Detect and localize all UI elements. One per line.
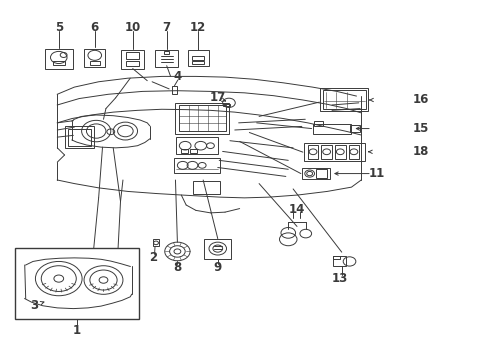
Bar: [193, 181, 220, 194]
Bar: [187, 50, 208, 66]
Text: 2: 2: [149, 251, 157, 264]
Bar: [15, 248, 139, 319]
Bar: [192, 61, 203, 64]
Bar: [125, 52, 139, 59]
Text: 13: 13: [330, 272, 347, 285]
Bar: [316, 169, 326, 178]
Bar: [164, 51, 169, 54]
Text: 17: 17: [209, 91, 225, 104]
Bar: [155, 50, 178, 67]
Bar: [307, 145, 318, 158]
Bar: [53, 62, 64, 65]
Bar: [176, 137, 217, 154]
Bar: [303, 143, 364, 161]
Bar: [190, 149, 197, 153]
Bar: [332, 256, 339, 258]
Text: 7: 7: [163, 21, 170, 33]
Text: 8: 8: [173, 261, 181, 274]
Bar: [45, 49, 73, 69]
Bar: [179, 105, 225, 131]
Bar: [332, 256, 345, 266]
Bar: [321, 145, 331, 158]
Text: 15: 15: [411, 122, 428, 135]
Bar: [313, 121, 323, 126]
Bar: [319, 88, 368, 111]
Bar: [181, 149, 188, 153]
Bar: [203, 239, 231, 258]
Bar: [334, 145, 345, 158]
Bar: [348, 145, 359, 158]
Bar: [67, 129, 91, 146]
Bar: [223, 104, 229, 107]
Text: 14: 14: [288, 203, 305, 216]
Bar: [84, 49, 105, 67]
Text: 3: 3: [30, 298, 39, 311]
Bar: [322, 90, 365, 109]
Text: 9: 9: [213, 261, 222, 274]
Bar: [174, 158, 220, 173]
Text: 1: 1: [73, 324, 81, 337]
Bar: [175, 103, 228, 134]
Bar: [125, 61, 139, 66]
Text: 11: 11: [368, 167, 384, 180]
Text: 10: 10: [124, 21, 141, 33]
Text: 6: 6: [90, 21, 99, 33]
Bar: [64, 126, 94, 148]
Text: 5: 5: [55, 21, 63, 33]
Text: 12: 12: [190, 21, 206, 33]
Text: 16: 16: [411, 94, 428, 107]
Text: 4: 4: [173, 70, 182, 83]
Bar: [312, 123, 351, 134]
Bar: [350, 125, 360, 132]
Bar: [90, 61, 100, 64]
Bar: [301, 168, 329, 179]
Bar: [153, 239, 159, 247]
Bar: [192, 56, 203, 60]
Bar: [121, 50, 144, 68]
Text: 18: 18: [411, 145, 428, 158]
Bar: [171, 86, 177, 94]
